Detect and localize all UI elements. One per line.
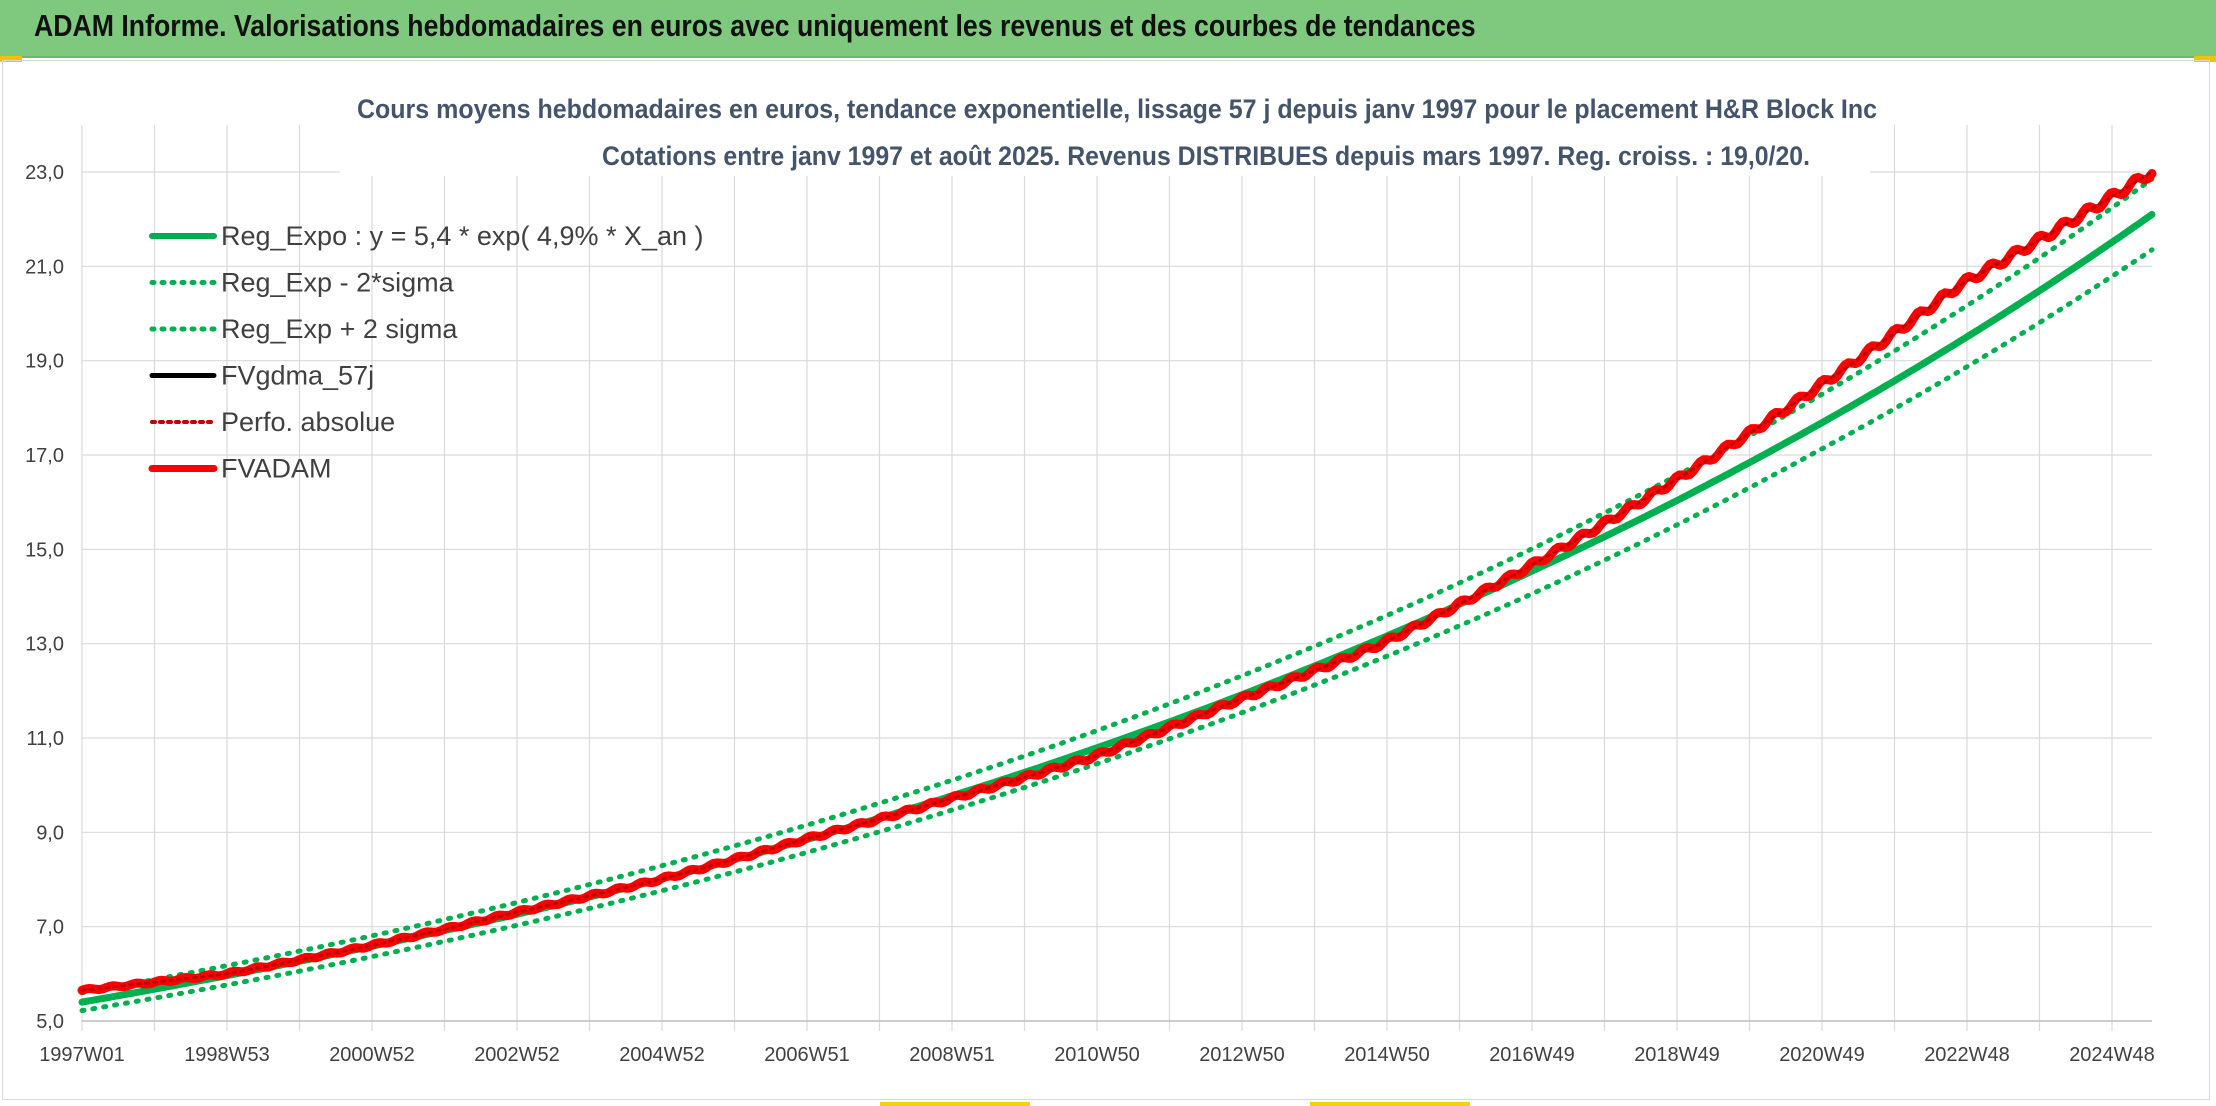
series-line-perfo-absolue — [80, 170, 2154, 992]
y-tick-label: 21,0 — [25, 256, 64, 278]
y-tick-label: 23,0 — [25, 162, 64, 184]
y-tick-label: 19,0 — [25, 351, 64, 373]
y-tick-label: 9,0 — [36, 822, 64, 844]
corner-mark-right — [2194, 56, 2216, 62]
x-tick-label: 2016W49 — [1489, 1044, 1575, 1066]
x-tick-label: 2014W50 — [1344, 1044, 1430, 1066]
y-tick-label: 13,0 — [25, 634, 64, 656]
x-tick-label: 2008W51 — [909, 1044, 995, 1066]
y-tick-label: 11,0 — [27, 728, 64, 750]
x-tick-label: 2024W48 — [2069, 1044, 2155, 1066]
x-tick-label: 2002W52 — [474, 1044, 560, 1066]
legend-entry: Reg_Expo : y = 5,4 * exp( 4,9% * X_an ) — [221, 221, 704, 251]
y-tick-label: 17,0 — [25, 445, 64, 467]
x-tick-label: 1998W53 — [184, 1044, 270, 1066]
bottom-mark-2 — [1310, 1102, 1470, 1106]
series-line-reg-exp-2-sigma — [79, 176, 2155, 996]
x-tick-label: 2020W49 — [1779, 1044, 1865, 1066]
y-tick-label: 15,0 — [25, 539, 64, 561]
chart-title: Cours moyens hebdomadaires en euros, ten… — [357, 94, 1877, 124]
y-tick-label: 7,0 — [36, 917, 64, 939]
series-line-reg-exp-2-sigma — [79, 247, 2155, 1014]
chart-frame — [2, 60, 2210, 1100]
corner-mark-left — [0, 56, 22, 62]
report-banner: ADAM Informe. Valorisations hebdomadaire… — [0, 0, 2216, 58]
bottom-mark-1 — [880, 1102, 1030, 1106]
legend-entry: Reg_Exp - 2*sigma — [221, 268, 455, 298]
x-tick-label: 2010W50 — [1054, 1044, 1140, 1066]
x-tick-label: 2018W49 — [1634, 1044, 1720, 1066]
y-tick-label: 5,0 — [36, 1011, 64, 1033]
legend-entry: Perfo. absolue — [221, 407, 395, 437]
x-tick-label: 2006W51 — [764, 1044, 850, 1066]
chart-subtitle: Cotations entre janv 1997 et août 2025. … — [602, 141, 1810, 171]
report-title: ADAM Informe. Valorisations hebdomadaire… — [34, 8, 1476, 43]
x-tick-label: 1997W01 — [39, 1044, 125, 1066]
x-tick-label: 2000W52 — [329, 1044, 415, 1066]
x-tick-label: 2004W52 — [619, 1044, 705, 1066]
x-tick-label: 2012W50 — [1199, 1044, 1285, 1066]
title-background — [340, 86, 1870, 176]
x-tick-label: 2022W48 — [1924, 1044, 2010, 1066]
legend-entry: FVADAM — [221, 454, 332, 484]
legend-entry: Reg_Exp + 2 sigma — [221, 314, 458, 344]
legend-entry: FVgdma_57j — [221, 361, 374, 391]
